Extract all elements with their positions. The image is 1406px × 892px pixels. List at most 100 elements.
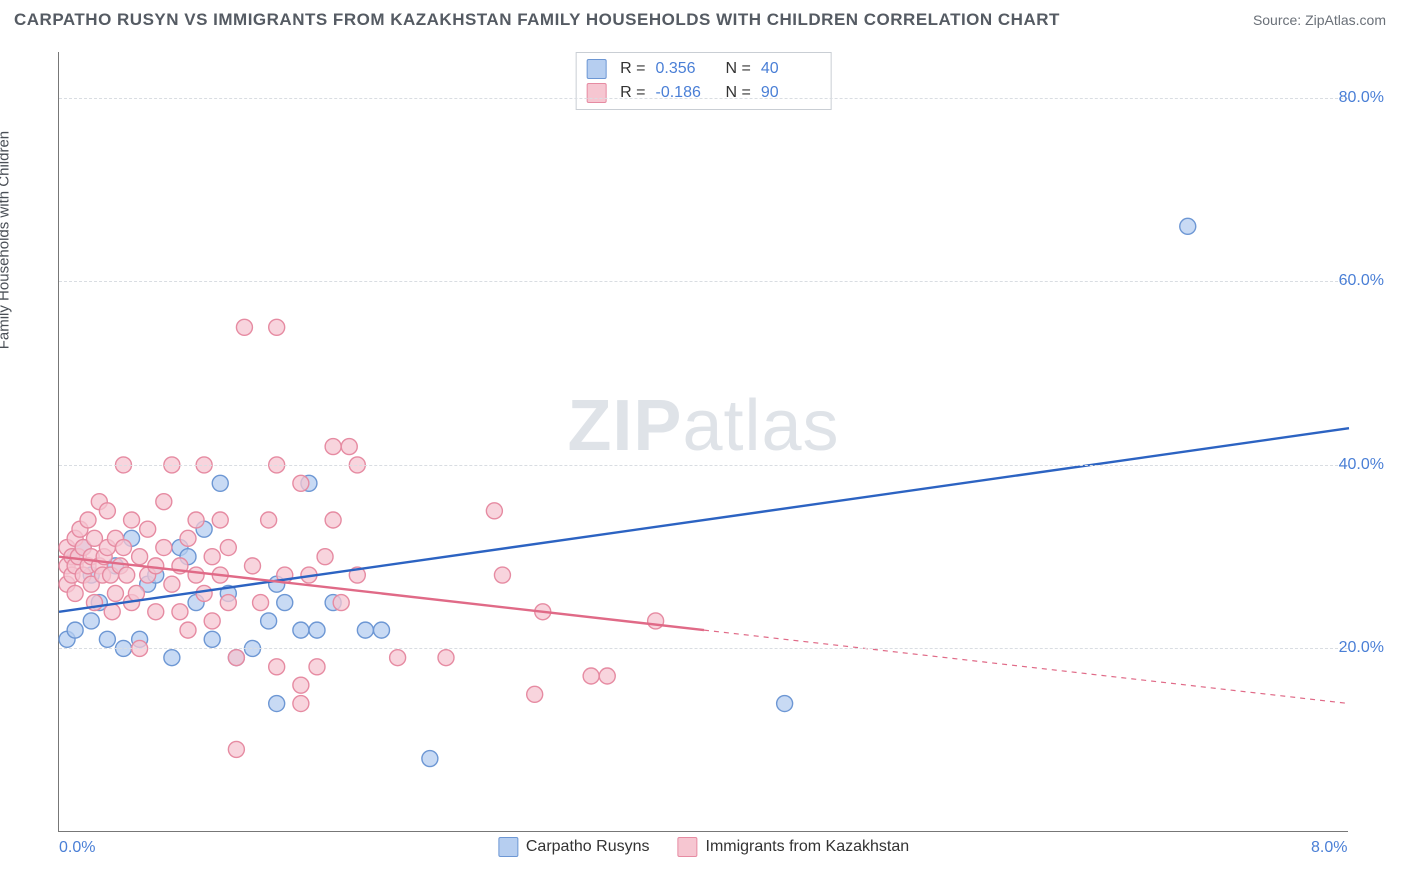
data-point: [172, 604, 188, 620]
data-point: [309, 659, 325, 675]
legend-label: Carpatho Rusyns: [526, 838, 650, 856]
gridline: [59, 465, 1348, 466]
r-value: -0.186: [656, 84, 712, 102]
data-point: [148, 604, 164, 620]
data-point: [156, 540, 172, 556]
data-point: [245, 558, 261, 574]
stats-legend: R =0.356N =40R =-0.186N =90: [575, 52, 832, 110]
chart-title: CARPATHO RUSYN VS IMMIGRANTS FROM KAZAKH…: [14, 10, 1060, 30]
data-point: [188, 567, 204, 583]
scatter-svg: [59, 52, 1348, 831]
data-point: [261, 512, 277, 528]
data-point: [253, 595, 269, 611]
data-point: [438, 650, 454, 666]
y-tick-label: 60.0%: [1339, 272, 1384, 290]
plot-area: ZIPatlas R =0.356N =40R =-0.186N =90 Car…: [58, 52, 1348, 832]
data-point: [269, 696, 285, 712]
data-point: [204, 549, 220, 565]
data-point: [188, 512, 204, 528]
data-point: [357, 622, 373, 638]
data-point: [228, 650, 244, 666]
data-point: [325, 512, 341, 528]
data-point: [648, 613, 664, 629]
gridline: [59, 98, 1348, 99]
data-point: [220, 595, 236, 611]
data-point: [67, 585, 83, 601]
data-point: [236, 319, 252, 335]
n-value: 90: [761, 84, 817, 102]
data-point: [269, 319, 285, 335]
data-point: [325, 439, 341, 455]
data-point: [83, 613, 99, 629]
r-label: R =: [620, 84, 645, 102]
legend-stat-row: R =0.356N =40: [586, 57, 817, 81]
data-point: [341, 439, 357, 455]
y-tick-label: 80.0%: [1339, 89, 1384, 107]
data-point: [422, 751, 438, 767]
r-label: R =: [620, 60, 645, 78]
n-label: N =: [726, 60, 751, 78]
data-point: [293, 696, 309, 712]
data-point: [212, 475, 228, 491]
y-tick-label: 40.0%: [1339, 456, 1384, 474]
data-point: [116, 540, 132, 556]
data-point: [261, 613, 277, 629]
data-point: [164, 576, 180, 592]
data-point: [164, 650, 180, 666]
data-point: [67, 622, 83, 638]
data-point: [374, 622, 390, 638]
legend-stat-row: R = -0.186 N = 90: [586, 81, 817, 105]
gridline: [59, 281, 1348, 282]
data-point: [390, 650, 406, 666]
legend-swatch: [586, 83, 606, 103]
n-value: 40: [761, 60, 817, 78]
y-tick-label: 20.0%: [1339, 639, 1384, 657]
data-point: [494, 567, 510, 583]
legend-item: Carpatho Rusyns: [498, 837, 650, 857]
legend-swatch: [586, 59, 606, 79]
source-label: Source: ZipAtlas.com: [1253, 12, 1386, 28]
gridline: [59, 648, 1348, 649]
data-point: [1180, 218, 1196, 234]
data-point: [132, 549, 148, 565]
trend-line: [59, 428, 1349, 612]
data-point: [204, 631, 220, 647]
data-point: [220, 540, 236, 556]
data-point: [599, 668, 615, 684]
data-point: [293, 677, 309, 693]
data-point: [140, 521, 156, 537]
data-point: [309, 622, 325, 638]
data-point: [583, 668, 599, 684]
series-legend: Carpatho Rusyns Immigrants from Kazakhsta…: [498, 837, 909, 857]
data-point: [180, 622, 196, 638]
data-point: [156, 494, 172, 510]
data-point: [277, 595, 293, 611]
data-point: [196, 585, 212, 601]
legend-item: Immigrants from Kazakhstan: [678, 837, 910, 857]
data-point: [317, 549, 333, 565]
data-point: [228, 741, 244, 757]
data-point: [333, 595, 349, 611]
data-point: [293, 622, 309, 638]
data-point: [212, 512, 228, 528]
data-point: [99, 631, 115, 647]
data-point: [80, 512, 96, 528]
data-point: [527, 686, 543, 702]
legend-swatch: [678, 837, 698, 857]
legend-swatch: [498, 837, 518, 857]
x-tick-label: 0.0%: [59, 839, 95, 857]
data-point: [777, 696, 793, 712]
data-point: [486, 503, 502, 519]
data-point: [107, 585, 123, 601]
data-point: [180, 530, 196, 546]
n-label: N =: [726, 84, 751, 102]
x-tick-label: 8.0%: [1311, 839, 1347, 857]
data-point: [124, 512, 140, 528]
data-point: [269, 659, 285, 675]
data-point: [99, 503, 115, 519]
trend-line-dashed: [704, 630, 1349, 703]
data-point: [293, 475, 309, 491]
data-point: [204, 613, 220, 629]
legend-label: Immigrants from Kazakhstan: [706, 838, 910, 856]
data-point: [119, 567, 135, 583]
